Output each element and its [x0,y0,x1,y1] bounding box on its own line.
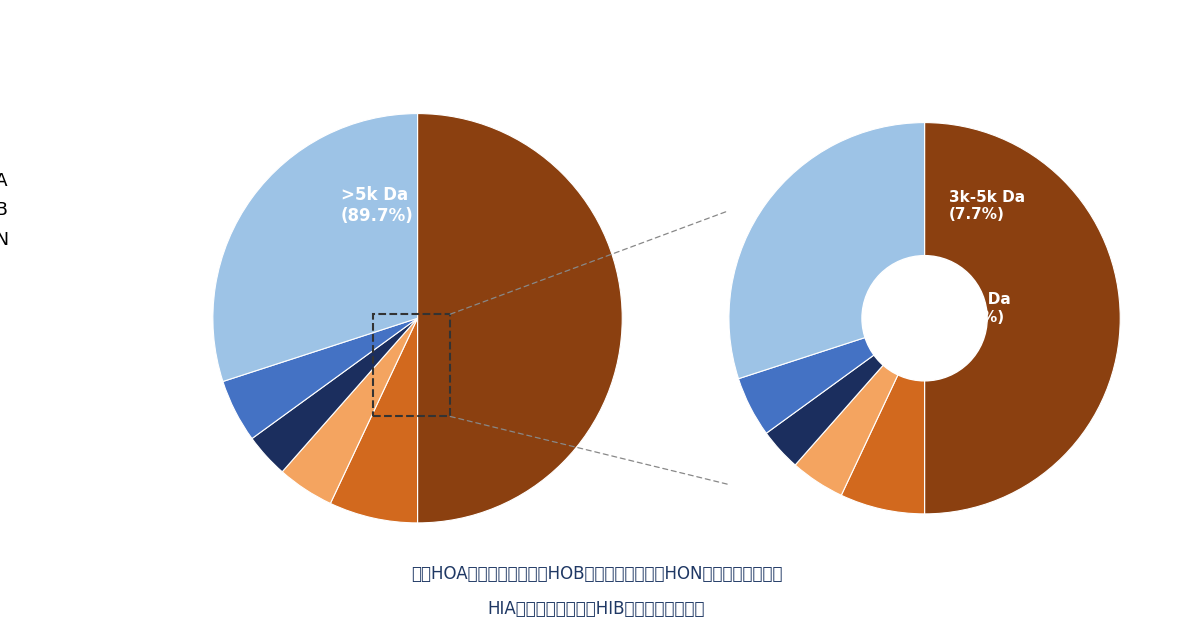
Text: 3k-5k Da
(7.7%): 3k-5k Da (7.7%) [950,190,1025,222]
Text: 注：HOA为疏水酸性物质；HOB为疏水碱性物质；HON为疏水中性物质；: 注：HOA为疏水酸性物质；HOB为疏水碱性物质；HON为疏水中性物质； [410,565,783,583]
Wedge shape [223,318,418,439]
Wedge shape [729,122,925,379]
Wedge shape [738,318,925,433]
Wedge shape [212,114,418,381]
Wedge shape [252,318,418,472]
Wedge shape [418,114,623,523]
Wedge shape [796,318,925,495]
Wedge shape [330,318,418,523]
Text: HIA为亲水酸性物质；HIB为亲水碱性物质；: HIA为亲水酸性物质；HIB为亲水碱性物质； [488,600,705,618]
Wedge shape [841,318,925,514]
Bar [372,314,450,416]
Wedge shape [766,318,925,465]
Legend: HOA, HOB, HON, HIA, HIB, HIN: HOA, HOB, HON, HIA, HIB, HIN [0,163,17,344]
Wedge shape [925,122,1120,514]
Circle shape [863,256,987,381]
Text: >5k Da
(89.7%): >5k Da (89.7%) [341,187,414,225]
Wedge shape [283,318,418,504]
Text: <3k Da
(2.6%): <3k Da (2.6%) [950,292,1010,324]
